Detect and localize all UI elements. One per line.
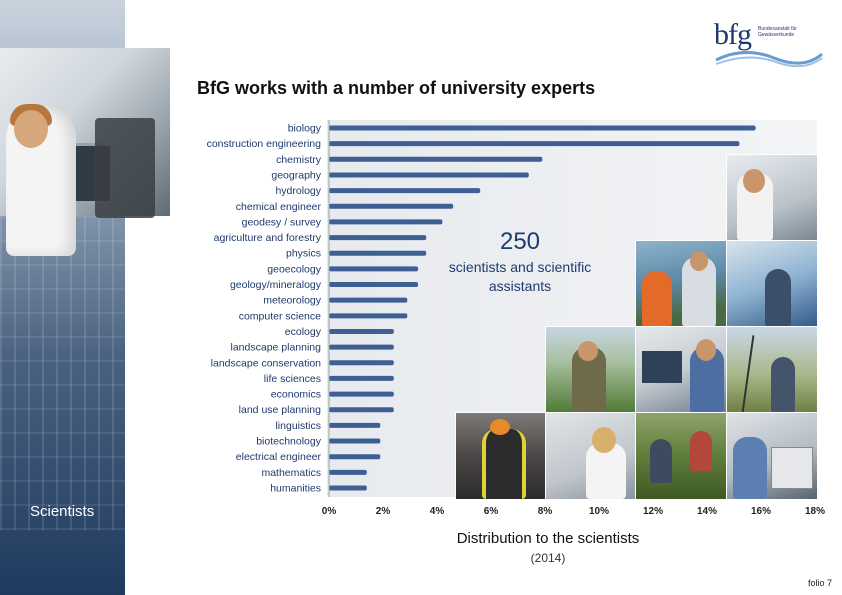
category-label: chemistry — [276, 154, 322, 166]
photo-field-scientist — [545, 326, 637, 414]
bar — [329, 235, 427, 241]
photo-instrument-analysis — [726, 412, 818, 500]
bar — [329, 454, 381, 460]
logo-wordmark: bfg — [714, 18, 752, 51]
chart-caption-year: (2014) — [530, 551, 566, 565]
scientist-count: 250 — [499, 228, 541, 255]
x-tick-label: 16% — [751, 506, 771, 517]
category-label: meteorology — [263, 295, 322, 307]
scientist-count-description: scientists and scientific assistants — [448, 259, 592, 294]
bar — [329, 219, 443, 225]
category-label: chemical engineer — [236, 201, 322, 213]
x-tick-label: 12% — [643, 506, 663, 517]
bfg-logo: bfg Bundesanstalt für Gewässerkunde — [714, 18, 824, 68]
category-label: mathematics — [261, 467, 321, 479]
bar — [329, 297, 408, 303]
x-tick-label: 4% — [430, 506, 445, 517]
laboratory-photo — [0, 48, 170, 256]
category-label: physics — [286, 248, 321, 260]
category-label: humanities — [270, 483, 321, 495]
photo-vegetation-survey — [635, 412, 729, 500]
logo-wave-icon — [715, 51, 823, 68]
category-label: biotechnology — [256, 436, 322, 448]
chart-caption: Distribution to the scientists — [456, 530, 640, 547]
logo-subtext: Bundesanstalt für Gewässerkunde — [758, 26, 797, 38]
photo-microscope-lab — [726, 154, 818, 242]
bar — [329, 282, 419, 288]
bar — [329, 250, 427, 256]
bar — [329, 156, 543, 162]
bar — [329, 203, 454, 209]
category-label: land use planning — [239, 404, 321, 416]
category-label: life sciences — [264, 373, 321, 385]
bar — [329, 375, 394, 381]
bar — [329, 141, 740, 147]
category-label: construction engineering — [207, 138, 322, 150]
category-label: agriculture and forestry — [214, 232, 322, 244]
scientist-head — [14, 110, 48, 148]
category-label: geography — [271, 169, 321, 181]
category-label: landscape planning — [231, 342, 322, 354]
category-label: geodesy / survey — [242, 216, 322, 228]
photo-computer-work — [635, 326, 729, 414]
category-label: geology/mineralogy — [230, 279, 322, 291]
bar — [329, 125, 756, 131]
bar — [329, 266, 419, 272]
photo-exhibition-booth — [726, 240, 818, 328]
category-label: hydrology — [275, 185, 321, 197]
category-label: economics — [271, 389, 321, 401]
page-folio: folio 7 — [807, 578, 832, 588]
bar — [329, 391, 394, 397]
x-tick-label: 18% — [805, 506, 825, 517]
bar — [329, 469, 367, 475]
photo-safety-gear — [455, 412, 547, 500]
page-title: BfG works with a number of university ex… — [197, 78, 596, 98]
photo-lab-pipette — [545, 412, 637, 500]
bar — [329, 188, 481, 194]
x-tick-label: 14% — [697, 506, 717, 517]
section-label: Scientists — [30, 503, 95, 520]
bar — [329, 328, 394, 334]
x-tick-label: 0% — [322, 506, 337, 517]
category-label: computer science — [239, 310, 321, 322]
bar — [329, 313, 408, 319]
x-tick-label: 6% — [484, 506, 499, 517]
bar — [329, 438, 381, 444]
x-tick-label: 8% — [538, 506, 553, 517]
bar — [329, 407, 394, 413]
bar — [329, 360, 394, 366]
x-tick-label: 2% — [376, 506, 391, 517]
category-label: geoecology — [267, 263, 321, 275]
category-label: linguistics — [275, 420, 321, 432]
category-label: electrical engineer — [236, 451, 322, 463]
x-tick-label: 10% — [589, 506, 609, 517]
bar — [329, 344, 394, 350]
microscope-image — [95, 118, 155, 218]
bar — [329, 422, 381, 428]
category-label: ecology — [285, 326, 322, 338]
bar — [329, 485, 367, 491]
category-label: landscape conservation — [211, 357, 321, 369]
bar — [329, 172, 529, 178]
category-label: biology — [288, 123, 322, 135]
